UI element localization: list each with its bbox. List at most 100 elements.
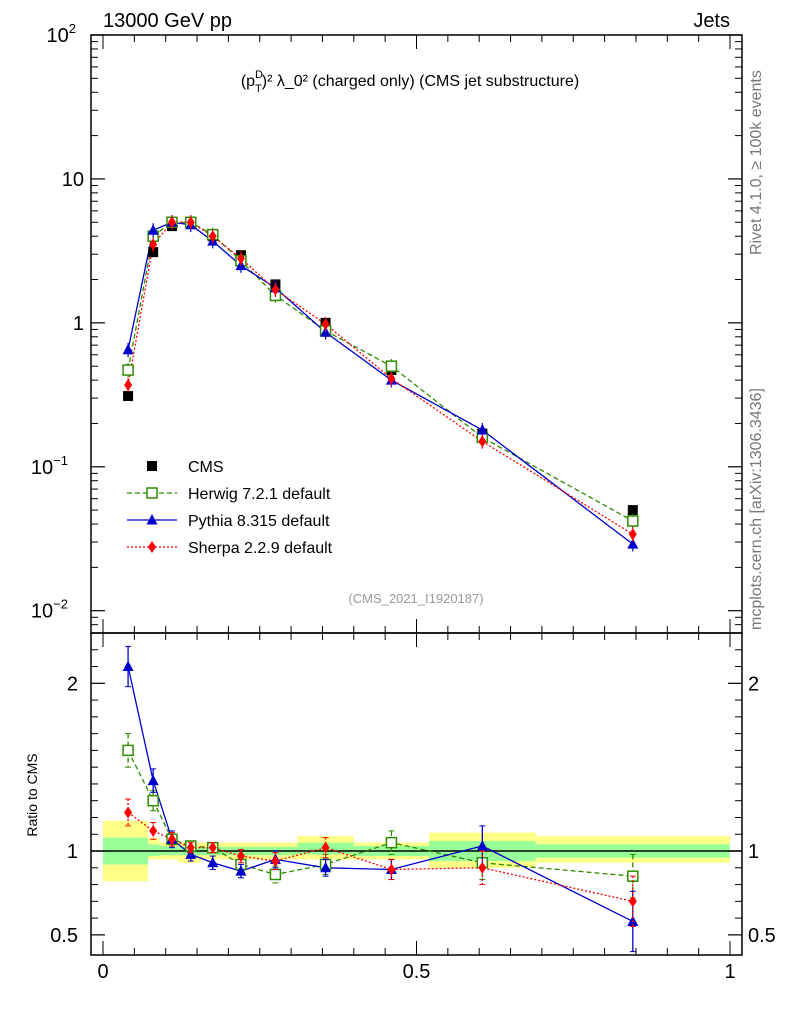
main-plot-area (122, 215, 639, 552)
ratio-line-herwig (127, 750, 633, 877)
data-point-sherpa-shape (208, 230, 217, 243)
data-point-sherpa (387, 372, 396, 385)
main-axes: 102 10 1 10−1 10−2 (31, 21, 742, 634)
ratio-point-sherpa (149, 824, 158, 837)
ratio-point-sherpa-shape (186, 841, 195, 854)
data-point-herwig (627, 515, 639, 527)
ratio-point-sherpa (186, 841, 195, 854)
legend-label-herwig: Herwig 7.2.1 default (188, 486, 331, 503)
data-point-sherpa-shape (478, 435, 487, 448)
data-point-sherpa-shape (271, 283, 280, 296)
data-point-sherpa (208, 230, 217, 243)
data-point-sherpa-shape (186, 216, 195, 229)
legend-marker-herwig-shape (146, 487, 158, 499)
ratio-point-herwig-shape (147, 794, 159, 807)
data-point-herwig-shape (385, 360, 398, 372)
ratio-point-sherpa (271, 855, 280, 868)
ratio-point-sherpa (628, 895, 637, 908)
data-point-sherpa (186, 216, 195, 229)
ratio-point-sherpa (321, 841, 330, 854)
data-point-pythia (476, 424, 488, 435)
legend-marker-sherpa-shape (148, 541, 156, 553)
x-tick-label: 1 (724, 961, 735, 983)
data-point-pythia (627, 538, 639, 549)
rivet-version-label: Rivet 4.1.0, ≥ 100k events (748, 70, 765, 255)
data-point-herwig (385, 360, 398, 372)
mcplots-reference-label: mcplots.cern.ch [arXiv:1306.3436] (748, 388, 765, 630)
ratio-point-pythia-shape (476, 839, 488, 851)
ratio-point-sherpa-shape (236, 850, 245, 863)
data-point-cms-shape (123, 391, 134, 402)
data-point-herwig-shape (627, 515, 639, 527)
ratio-point-pythia (122, 660, 134, 672)
ratio-point-herwig (385, 836, 398, 849)
legend-label-sherpa: Sherpa 2.2.9 default (188, 540, 333, 557)
data-point-pythia (320, 326, 332, 337)
data-point-herwig (122, 364, 134, 376)
ratio-point-sherpa-shape (124, 806, 133, 819)
data-point-cms (627, 505, 638, 516)
ratio-point-sherpa-shape (387, 863, 396, 876)
legend-marker-pythia (146, 514, 158, 525)
y-tick-label: 102 (47, 21, 76, 47)
ratio-point-herwig-shape (385, 836, 398, 849)
data-point-pythia (147, 224, 159, 235)
y-tick-label: 10 (62, 169, 84, 191)
ratio-y-tick-label: 0.5 (50, 925, 78, 947)
ratio-point-pythia-shape (235, 865, 247, 876)
data-point-sherpa (236, 252, 245, 265)
data-point-pythia (122, 343, 134, 355)
data-point-pythia-shape (122, 343, 134, 355)
ratio-point-sherpa (124, 806, 133, 819)
data-point-sherpa (124, 378, 133, 391)
ratio-point-sherpa-shape (321, 841, 330, 854)
data-point-sherpa-shape (236, 252, 245, 265)
header-jets-label: Jets (693, 10, 730, 32)
ratio-point-sherpa (478, 861, 487, 874)
chart-title: (pD T)² λ_0² (charged only) (CMS jet subs… (241, 69, 579, 95)
ratio-point-sherpa (387, 863, 396, 876)
y-tick-label: 10−2 (31, 597, 68, 623)
ratio-point-pythia-shape (207, 856, 219, 868)
data-point-sherpa (478, 435, 487, 448)
ratio-y-tick-label: 1 (67, 841, 78, 863)
data-point-herwig-shape (122, 364, 134, 376)
legend-label-cms: CMS (188, 459, 224, 476)
legend: CMS Herwig 7.2.1 default Pythia 8.315 defa… (127, 459, 333, 557)
ratio-point-herwig (269, 868, 282, 881)
data-point-sherpa (167, 216, 176, 229)
ratio-point-sherpa (167, 833, 176, 846)
legend-marker-cms (147, 461, 157, 471)
data-point-sherpa (321, 318, 330, 331)
ratio-point-pythia-shape (147, 774, 159, 786)
ratio-point-sherpa (236, 850, 245, 863)
data-point-sherpa-shape (167, 216, 176, 229)
ratio-point-pythia-shape (320, 861, 332, 873)
ratio-y-tick-label-right: 1 (748, 841, 759, 863)
ratio-point-pythia (476, 839, 488, 851)
ratio-y-tick-label-right: 0.5 (748, 925, 776, 947)
data-point-sherpa-shape (124, 378, 133, 391)
data-point-pythia-shape (627, 538, 639, 549)
data-point-sherpa-shape (321, 318, 330, 331)
data-point-sherpa-shape (387, 372, 396, 385)
data-point-sherpa (149, 238, 158, 251)
ratio-point-sherpa-shape (478, 861, 487, 874)
data-point-pythia-shape (476, 424, 488, 435)
ratio-point-herwig (147, 794, 159, 807)
data-point-cms-shape (627, 505, 638, 516)
ratio-point-sherpa-shape (628, 895, 637, 908)
ratio-point-sherpa-shape (208, 841, 217, 854)
data-point-pythia-shape (147, 224, 159, 235)
ratio-point-pythia (320, 861, 332, 873)
data-point-cms-shape (148, 247, 159, 258)
ratio-point-herwig-shape (122, 744, 134, 757)
ratio-y-tick-label: 2 (67, 673, 78, 695)
data-point-cms (148, 247, 159, 258)
analysis-watermark: (CMS_2021_I1920187) (348, 591, 483, 606)
ratio-point-sherpa (208, 841, 217, 854)
data-point-sherpa (271, 283, 280, 296)
header-collision-label: 13000 GeV pp (103, 10, 232, 32)
legend-label-pythia: Pythia 8.315 default (188, 513, 330, 530)
